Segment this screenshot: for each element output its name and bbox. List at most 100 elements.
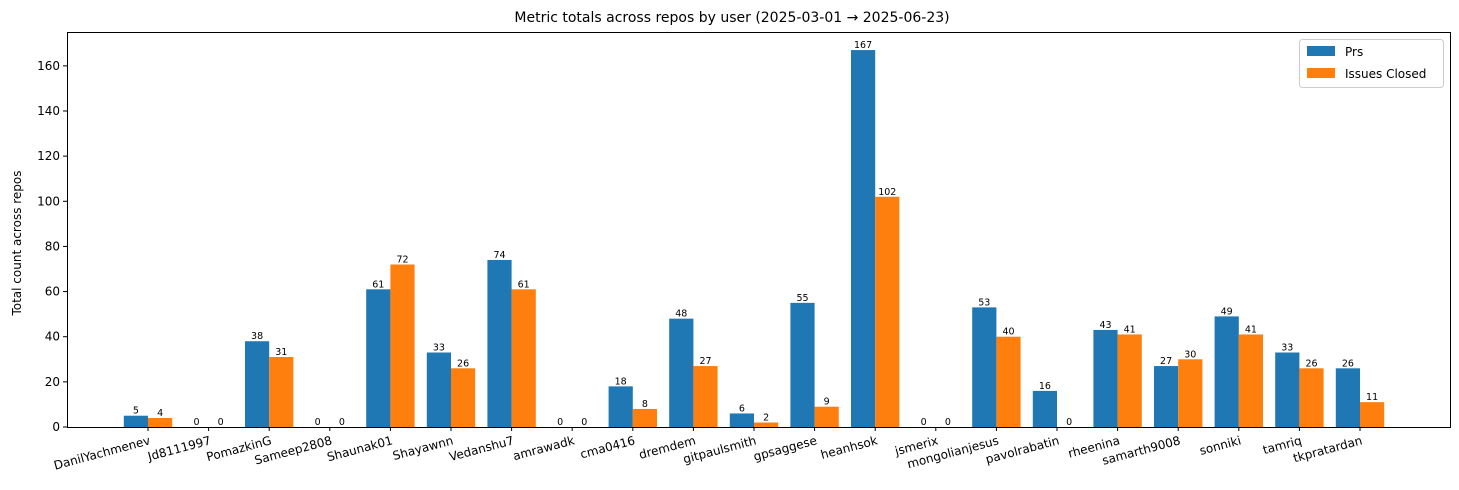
data-labels-layer: 5038061337401848655167053164327493326403… <box>133 40 1378 428</box>
data-label-issues-closed-gitpaulsmith: 2 <box>763 412 769 423</box>
bar-prs-pomazking <box>245 341 270 427</box>
legend-swatch-issues-closed <box>1307 68 1335 78</box>
bar-prs-tamriq <box>1275 352 1300 427</box>
data-label-prs-gpsaggese: 55 <box>796 293 808 304</box>
data-label-prs-cma0416: 18 <box>615 376 627 387</box>
data-label-prs-danilyachmenev: 5 <box>133 406 139 417</box>
data-label-prs-vedanshu7: 74 <box>493 250 505 261</box>
data-label-issues-closed-shayawnn: 26 <box>457 358 469 369</box>
legend-swatch-prs <box>1307 46 1335 56</box>
data-label-issues-closed-rheenina: 41 <box>1124 324 1136 335</box>
data-label-prs-tkpratardan: 26 <box>1342 358 1354 369</box>
bar-issues-closed-pomazking <box>269 357 294 427</box>
x-tick-label-tkpratardan: tkpratardan <box>1292 433 1364 465</box>
bar-issues-closed-vedanshu7 <box>511 289 536 427</box>
data-label-prs-amrawadk: 0 <box>557 417 563 428</box>
y-tick-label: 40 <box>45 330 60 344</box>
data-label-prs-dremdem: 48 <box>675 309 687 320</box>
x-tick-label-amrawadk: amrawadk <box>511 433 576 463</box>
data-label-prs-rheenina: 43 <box>1099 320 1111 331</box>
data-label-issues-closed-dremdem: 27 <box>699 356 711 367</box>
x-tick-label-danilyachmenev: DanilYachmenev <box>52 433 152 472</box>
data-label-prs-pomazking: 38 <box>251 331 263 342</box>
data-label-prs-heanhsok: 167 <box>854 40 872 51</box>
plot-area-frame <box>67 32 1451 428</box>
y-axis: 0 20 40 60 80 100 120 140 160 <box>37 59 67 434</box>
data-label-issues-closed-heanhsok: 102 <box>878 187 896 198</box>
bar-prs-rheenina <box>1093 329 1118 427</box>
bar-issues-closed-samarth9008 <box>1178 359 1203 427</box>
bar-issues-closed-gpsaggese <box>814 406 839 427</box>
bar-issues-closed-danilyachmenev <box>148 417 173 427</box>
data-label-prs-mongolianjesus: 53 <box>978 297 990 308</box>
y-tick-label: 60 <box>45 285 60 299</box>
bar-issues-closed-mongolianjesus <box>996 336 1021 427</box>
data-label-issues-closed-cma0416: 8 <box>642 399 648 410</box>
y-tick-label: 120 <box>37 149 60 163</box>
x-tick-label-vedanshu7: Vedanshu7 <box>448 433 516 464</box>
bar-issues-closed-tamriq <box>1299 368 1324 427</box>
x-axis: DanilYachmenevJd8111997PomazkinGSameep28… <box>52 427 1364 473</box>
data-label-prs-pavolrabatin: 16 <box>1039 381 1051 392</box>
bar-issues-closed-heanhsok <box>875 196 900 427</box>
y-tick-label: 100 <box>37 194 60 208</box>
y-tick-label: 80 <box>45 239 60 253</box>
bar-issues-closed-dremdem <box>693 366 718 427</box>
chart-title: Metric totals across repos by user (2025… <box>514 10 949 26</box>
legend-frame <box>1299 39 1444 88</box>
bar-prs-samarth9008 <box>1154 366 1179 427</box>
data-label-issues-closed-sonniki: 41 <box>1245 324 1257 335</box>
bar-prs-cma0416 <box>608 386 633 427</box>
y-tick-label: 0 <box>52 420 60 434</box>
bar-prs-mongolianjesus <box>972 307 997 427</box>
bar-issues-closed-sonniki <box>1238 334 1263 427</box>
data-label-issues-closed-shaunak01: 72 <box>396 254 408 265</box>
legend-label-issues-closed: Issues Closed <box>1345 67 1426 81</box>
bar-prs-vedanshu7 <box>487 259 512 427</box>
data-label-issues-closed-samarth9008: 30 <box>1184 349 1196 360</box>
bar-prs-tkpratardan <box>1335 368 1360 427</box>
data-label-issues-closed-tamriq: 26 <box>1305 358 1317 369</box>
data-label-prs-shayawnn: 33 <box>433 343 445 354</box>
data-label-issues-closed-vedanshu7: 61 <box>518 279 530 290</box>
data-label-issues-closed-mongolianjesus: 40 <box>1002 327 1014 338</box>
bar-prs-heanhsok <box>851 50 876 428</box>
data-label-prs-sameep2808: 0 <box>315 417 321 428</box>
data-label-issues-closed-amrawadk: 0 <box>581 417 587 428</box>
bar-prs-shayawnn <box>426 352 451 427</box>
bar-prs-danilyachmenev <box>123 415 148 427</box>
bar-issues-closed-cma0416 <box>632 408 657 427</box>
y-tick-label: 20 <box>45 375 60 389</box>
legend-label-prs: Prs <box>1345 45 1363 59</box>
bar-prs-sonniki <box>1214 316 1239 427</box>
y-axis-label: Total count across repos <box>10 170 24 316</box>
bar-prs-gpsaggese <box>790 302 815 427</box>
bar-prs-dremdem <box>669 318 694 427</box>
x-tick-label-cma0416: cma0416 <box>579 433 637 461</box>
x-tick-label-shayawnn: Shayawnn <box>391 433 455 463</box>
data-label-issues-closed-gpsaggese: 9 <box>824 397 830 408</box>
bar-issues-closed-shaunak01 <box>390 264 415 427</box>
legend: Prs Issues Closed <box>1299 39 1444 88</box>
data-label-issues-closed-jsmerix: 0 <box>945 417 951 428</box>
data-label-prs-gitpaulsmith: 6 <box>739 403 745 414</box>
data-label-prs-shaunak01: 61 <box>372 279 384 290</box>
data-label-issues-closed-pomazking: 31 <box>275 347 287 358</box>
x-tick-label-shaunak01: Shaunak01 <box>325 433 394 464</box>
bars-layer <box>123 50 1385 428</box>
data-label-prs-jsmerix: 0 <box>921 417 927 428</box>
data-label-prs-sonniki: 49 <box>1221 306 1233 317</box>
data-label-issues-closed-sameep2808: 0 <box>339 417 345 428</box>
bar-prs-gitpaulsmith <box>729 413 754 427</box>
bar-issues-closed-gitpaulsmith <box>754 422 779 427</box>
bar-issues-closed-rheenina <box>1117 334 1142 427</box>
data-label-issues-closed-pavolrabatin: 0 <box>1066 417 1072 428</box>
bar-issues-closed-shayawnn <box>451 368 476 427</box>
y-tick-label: 160 <box>37 59 60 73</box>
data-label-prs-jd8111997: 0 <box>193 417 199 428</box>
bar-prs-pavolrabatin <box>1032 390 1057 427</box>
x-tick-label-heanhsok: heanhsok <box>819 433 879 462</box>
bar-issues-closed-tkpratardan <box>1360 402 1385 427</box>
bar-prs-shaunak01 <box>366 289 391 427</box>
